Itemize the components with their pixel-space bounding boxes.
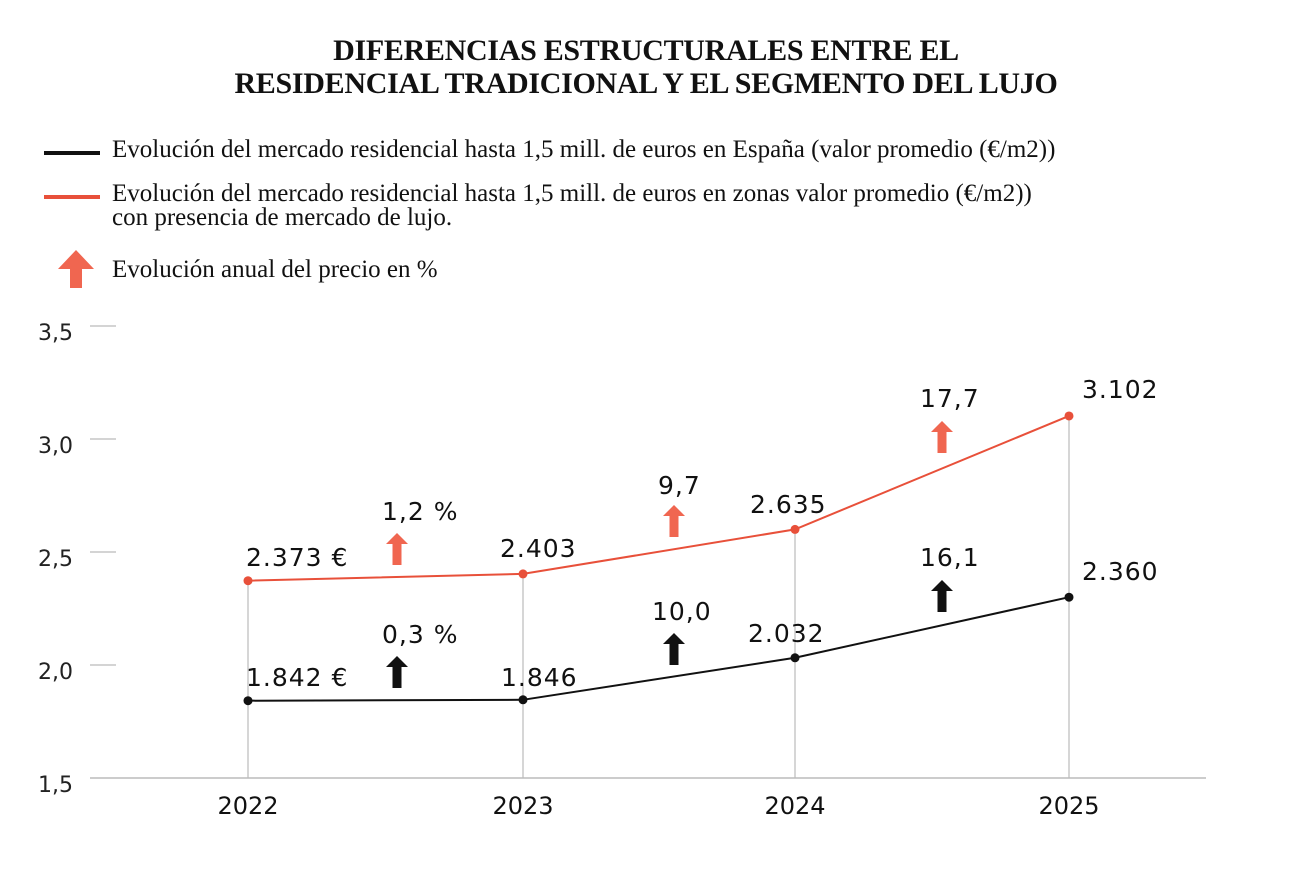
data-point-black — [790, 653, 800, 663]
legend-swatch-red — [44, 195, 100, 199]
growth-label-red: 1,2 % — [382, 497, 458, 526]
value-label-red: 2.403 — [500, 534, 577, 563]
x-tick-label: 2023 — [492, 792, 553, 820]
growth-arrow-up-icon — [663, 505, 685, 537]
y-tick-label: 1,5 — [38, 773, 73, 798]
data-point-red — [243, 576, 253, 586]
legend-item-arrow: Evolución anual del precio en % — [48, 250, 438, 288]
data-point-red — [1064, 411, 1074, 421]
data-point-black — [243, 696, 253, 706]
value-label-red: 3.102 — [1082, 375, 1159, 404]
x-tick-label: 2022 — [217, 792, 278, 820]
growth-arrow-up-icon — [386, 533, 408, 565]
series-line-red — [247, 415, 1070, 582]
legend-label-red-line-2: con presencia de mercado de lujo. — [112, 204, 453, 231]
legend-label-arrow: Evolución anual del precio en % — [112, 256, 438, 283]
growth-arrow-up-icon — [386, 656, 408, 688]
x-tick-label: 2024 — [764, 792, 825, 820]
legend-item-red: Evolución del mercado residencial hasta … — [44, 180, 1032, 231]
series-layer — [243, 411, 1074, 706]
legend-label-red: Evolución del mercado residencial hasta … — [112, 180, 1032, 231]
growth-label-black: 16,1 — [920, 543, 980, 572]
data-point-red — [790, 524, 800, 534]
legend-swatch-black — [44, 151, 100, 155]
x-axis: 2022 2023 2024 2025 — [90, 415, 1206, 820]
value-label-black: 1.842 € — [246, 663, 348, 692]
growth-arrow-up-icon — [931, 580, 953, 612]
growth-label-black: 10,0 — [652, 597, 712, 626]
data-label-layer: 1.842 € 1.846 2.032 2.360 2.373 € 2.403 2.635 3… — [246, 375, 1159, 692]
legend-label-black: Evolución del mercado residencial hasta … — [112, 136, 1056, 163]
y-axis: 1,5 2,0 2,5 3,0 3,5 — [38, 321, 116, 798]
growth-label-red: 17,7 — [920, 384, 980, 413]
y-tick-label: 3,5 — [38, 321, 73, 346]
data-point-black — [518, 695, 528, 705]
y-tick-label: 2,0 — [38, 660, 73, 685]
data-point-black — [1064, 592, 1074, 602]
series-line-black — [247, 596, 1070, 702]
data-point-red — [518, 569, 528, 579]
legend-label-red-line-1: Evolución del mercado residencial hasta … — [112, 180, 1032, 207]
x-tick-label: 2025 — [1038, 792, 1099, 820]
growth-label-black: 0,3 % — [382, 620, 458, 649]
y-tick-label: 3,0 — [38, 434, 73, 459]
growth-label-red: 9,7 — [658, 471, 701, 500]
value-label-black: 2.032 — [748, 619, 825, 648]
growth-arrow-up-icon — [931, 421, 953, 453]
growth-arrow-up-icon — [663, 633, 685, 665]
value-label-red: 2.373 € — [246, 543, 348, 572]
chart-title: DIFERENCIAS ESTRUCTURALES ENTRE EL RESID… — [0, 34, 1292, 100]
chart-title-line-1: DIFERENCIAS ESTRUCTURALES ENTRE EL — [333, 34, 959, 67]
y-tick-label: 2,5 — [38, 547, 73, 572]
chart-title-line-2: RESIDENCIAL TRADICIONAL Y EL SEGMENTO DE… — [234, 67, 1058, 100]
value-label-black: 1.846 — [501, 663, 578, 692]
legend-item-black: Evolución del mercado residencial hasta … — [44, 136, 1056, 163]
arrow-up-icon — [58, 250, 94, 288]
value-label-red: 2.635 — [750, 490, 827, 519]
value-label-black: 2.360 — [1082, 557, 1159, 586]
